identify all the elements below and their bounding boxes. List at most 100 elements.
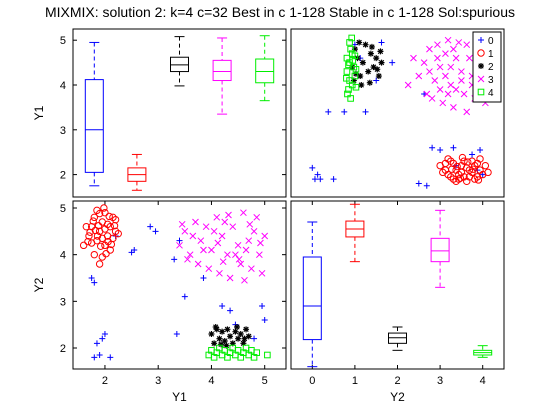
scatter-point bbox=[352, 83, 360, 91]
scatter-point bbox=[261, 317, 268, 323]
scatter-point bbox=[90, 213, 99, 222]
scatter-point bbox=[79, 241, 88, 250]
scatter-point bbox=[202, 223, 210, 231]
scatter-point bbox=[90, 250, 99, 259]
scatter-point bbox=[444, 36, 452, 44]
scatter-point bbox=[189, 232, 197, 240]
scatter-point bbox=[357, 73, 364, 80]
scatter-point bbox=[240, 340, 247, 347]
scatter-point bbox=[450, 144, 457, 151]
scatter-point bbox=[234, 241, 242, 249]
scatter-point bbox=[147, 223, 154, 230]
y-axis-label: Y1 bbox=[32, 105, 46, 120]
axes-frame bbox=[290, 200, 505, 370]
legend-marker bbox=[477, 75, 485, 83]
box-iqr bbox=[212, 59, 232, 82]
box-group-1 bbox=[127, 153, 147, 191]
scatter-point bbox=[208, 331, 215, 337]
scatter-point bbox=[457, 161, 466, 170]
scatter-point bbox=[216, 335, 223, 342]
scatter-point bbox=[314, 171, 321, 178]
scatter-point bbox=[434, 54, 441, 62]
scatter-point bbox=[224, 251, 231, 259]
scatter-point bbox=[192, 218, 199, 226]
scatter-point bbox=[101, 225, 109, 233]
chart-title: MIXMIX: solution 2: k=4 c=32 Best in c 1… bbox=[44, 4, 516, 20]
scatter-point bbox=[428, 95, 436, 102]
scatter-point bbox=[330, 176, 337, 183]
scatter-point bbox=[221, 338, 228, 344]
scatter-point bbox=[98, 234, 106, 243]
legend-label: 4 bbox=[488, 88, 494, 99]
scatter-point bbox=[458, 68, 465, 75]
scatter-point bbox=[347, 45, 354, 53]
scatter-point bbox=[240, 209, 247, 217]
scatter-point bbox=[208, 246, 215, 254]
scatter-point bbox=[365, 68, 372, 75]
scatter-point bbox=[341, 108, 348, 115]
scatter-point bbox=[107, 354, 114, 361]
scatter-point bbox=[95, 209, 104, 218]
scatter-point bbox=[367, 50, 374, 57]
scatter-point bbox=[444, 90, 452, 98]
box-group-0 bbox=[84, 41, 104, 187]
scatter-point bbox=[218, 232, 226, 240]
scatter-point bbox=[343, 68, 351, 75]
scatter-point bbox=[368, 43, 375, 50]
scatter-point bbox=[436, 63, 444, 71]
scatter-point bbox=[429, 144, 436, 151]
scatter-point bbox=[456, 174, 465, 182]
box-group-1 bbox=[345, 203, 365, 263]
scatter-point bbox=[253, 349, 261, 356]
scatter-point bbox=[389, 59, 396, 66]
scatter-point bbox=[243, 326, 250, 333]
series-2 bbox=[349, 39, 385, 88]
scatter-point bbox=[86, 228, 94, 236]
box-iqr bbox=[430, 237, 450, 263]
scatter-point bbox=[224, 326, 231, 333]
scatter-point bbox=[181, 293, 188, 300]
scatter-point bbox=[128, 249, 135, 256]
scatter-point bbox=[87, 239, 96, 247]
scatter-point bbox=[242, 246, 250, 254]
x-tick-label: 3 bbox=[155, 375, 161, 387]
scatter-point bbox=[450, 45, 457, 53]
scatter-point bbox=[218, 341, 225, 348]
scatter-point bbox=[378, 39, 385, 46]
scatter-point bbox=[232, 251, 239, 259]
scatter-point bbox=[439, 99, 447, 107]
scatter-point bbox=[257, 239, 264, 247]
scatter-point bbox=[96, 352, 103, 358]
scatter-point bbox=[352, 66, 360, 73]
scatter-point bbox=[362, 41, 369, 48]
scatter-point bbox=[232, 328, 239, 335]
scatter-point bbox=[476, 155, 484, 163]
scatter-point bbox=[223, 342, 230, 349]
scatter-point bbox=[245, 333, 252, 340]
axes-frame bbox=[72, 28, 287, 198]
scatter-point bbox=[426, 68, 433, 75]
scatter-point bbox=[194, 260, 202, 268]
legend-marker bbox=[477, 49, 485, 57]
scatter-point bbox=[93, 232, 102, 240]
box-iqr bbox=[255, 58, 275, 84]
scatter-point bbox=[96, 242, 105, 250]
scatter-point bbox=[91, 279, 98, 286]
scatter-point bbox=[186, 251, 194, 259]
x-tick-label: 2 bbox=[102, 375, 108, 387]
scatter-point bbox=[102, 250, 110, 258]
scatter-point bbox=[415, 180, 422, 187]
legend-label: 3 bbox=[488, 75, 494, 86]
scatter-point bbox=[352, 70, 359, 77]
scatter-point bbox=[351, 72, 359, 80]
scatter-point bbox=[95, 260, 104, 268]
scatter-point bbox=[415, 72, 423, 80]
scatter-point bbox=[378, 59, 385, 66]
box-group-2 bbox=[388, 326, 407, 351]
scatter-point bbox=[311, 176, 318, 183]
scatter-point bbox=[423, 90, 431, 98]
y-tick-label: 2 bbox=[60, 343, 66, 355]
legend: 0 1 2 3 4 bbox=[472, 31, 502, 103]
box-group-0 bbox=[302, 221, 322, 368]
scatter-point bbox=[210, 227, 218, 235]
